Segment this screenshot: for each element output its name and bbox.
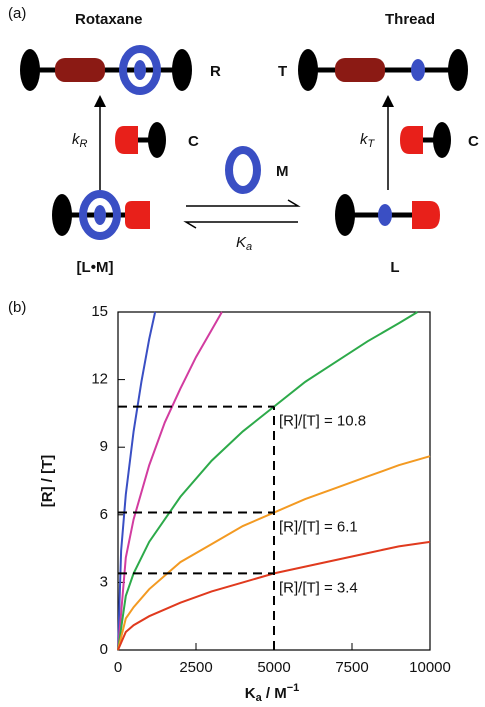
rate-label: kT <box>360 131 376 150</box>
ligand-molecule <box>335 194 440 236</box>
annotation-label: [R]/[T] = 10.8 <box>279 413 366 430</box>
equilibrium-label: Ka <box>236 234 252 253</box>
y-tick-label: 9 <box>100 438 108 455</box>
scheme-title: Rotaxane <box>75 11 143 28</box>
complex-molecule <box>52 190 150 240</box>
equilibrium-arrow <box>186 199 301 207</box>
y-tick-label: 0 <box>100 641 108 658</box>
x-axis-label: Ka / M−1 <box>245 682 300 704</box>
y-tick-label: 15 <box>91 303 108 320</box>
series-line <box>117 311 223 651</box>
species-label: C <box>188 133 199 150</box>
panel-label: (a) <box>8 5 26 22</box>
equilibrium-arrow <box>183 221 298 229</box>
x-tick-label: 5000 <box>257 659 290 676</box>
series-line <box>117 455 431 651</box>
annotation-bg <box>277 411 395 432</box>
stopper <box>400 122 451 158</box>
species-label: M <box>276 163 289 180</box>
species-label: T <box>278 63 287 80</box>
series-line <box>117 311 419 651</box>
species-label: R <box>210 63 221 80</box>
species-label: L <box>390 259 399 276</box>
annotation-bg <box>277 578 395 599</box>
annotation-bg <box>277 517 395 538</box>
species-label: [L•M] <box>77 259 114 276</box>
macrocycle <box>225 146 261 194</box>
x-tick-label: 10000 <box>409 659 451 676</box>
y-tick-label: 6 <box>100 506 108 523</box>
scheme: (a) Rotaxane Thread R T kR kT <box>8 5 479 276</box>
rate-label: kR <box>72 131 88 150</box>
x-tick-label: 7500 <box>335 659 368 676</box>
panel-label: (b) <box>8 299 26 316</box>
x-tick-label: 2500 <box>179 659 212 676</box>
chart: (b) [R] / [T] Ka / M−1 0 3 6 9 12 15 0 2500 5000… <box>8 299 451 704</box>
rotaxane-molecule <box>20 45 192 95</box>
series-line <box>117 311 157 651</box>
stopper <box>115 122 166 158</box>
y-axis-label: [R] / [T] <box>39 455 56 507</box>
x-tick-label: 0 <box>114 659 122 676</box>
y-tick-label: 3 <box>100 573 108 590</box>
thread-molecule <box>298 49 468 91</box>
series-line <box>117 540 431 651</box>
species-label: C <box>468 133 479 150</box>
annotation-label: [R]/[T] = 3.4 <box>279 579 358 596</box>
annotation-label: [R]/[T] = 6.1 <box>279 519 358 536</box>
scheme-title: Thread <box>385 11 435 28</box>
y-tick-label: 12 <box>91 371 108 388</box>
